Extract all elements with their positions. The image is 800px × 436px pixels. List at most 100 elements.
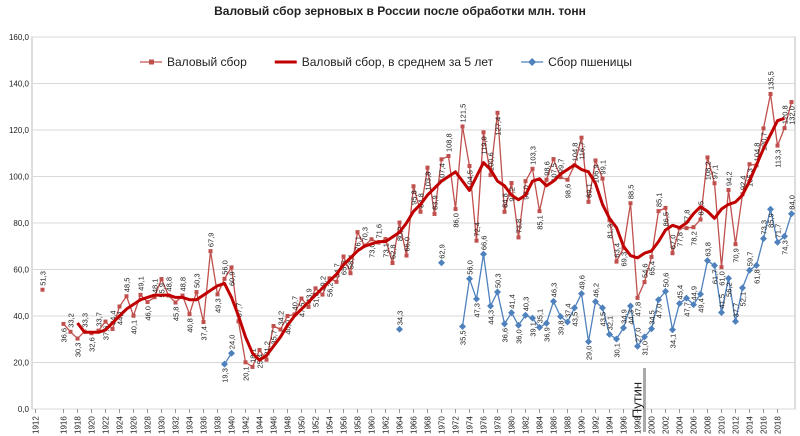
point: [733, 242, 738, 247]
x-tick-label: 1978: [494, 416, 503, 434]
data-label: 108,8: [445, 133, 454, 152]
x-tick-label: 1918: [74, 416, 83, 434]
data-label: 120,7: [760, 132, 769, 151]
point: [383, 237, 388, 242]
point: [670, 251, 675, 256]
data-label: 47,3: [473, 303, 482, 318]
x-tick-label: 1982: [522, 416, 531, 434]
x-tick-label: 2006: [690, 416, 699, 434]
point: [690, 301, 697, 309]
point: [446, 154, 451, 159]
data-label: 73,1: [382, 243, 391, 258]
data-label: 98,6: [564, 184, 573, 199]
point: [704, 257, 711, 265]
point: [543, 319, 550, 327]
data-label: 62,9: [438, 244, 447, 259]
point: [473, 295, 480, 303]
point: [495, 110, 500, 115]
point: [641, 333, 648, 341]
point: [579, 135, 584, 140]
data-label: 76,1: [354, 236, 363, 251]
data-label: 73,3: [760, 220, 769, 235]
point: [620, 324, 627, 332]
data-label: 48,5: [123, 278, 132, 293]
point: [68, 329, 73, 334]
data-label: 43,5: [599, 312, 608, 327]
data-label: 52,1: [739, 292, 748, 307]
x-tick-label: 2002: [662, 416, 671, 434]
x-tick-label: 1954: [326, 416, 335, 434]
point: [578, 290, 585, 298]
point: [586, 199, 591, 204]
point: [516, 235, 521, 240]
data-label: 65,4: [648, 261, 657, 276]
data-label: 47,7: [683, 302, 692, 317]
y-tick-label: 20,0: [13, 359, 29, 368]
x-tick-label: 1966: [410, 416, 419, 434]
data-label: 67,9: [207, 233, 216, 248]
point: [648, 325, 655, 333]
point: [117, 304, 122, 309]
point: [711, 262, 718, 270]
data-label: 43,5: [571, 312, 580, 327]
x-tick-label: 1984: [536, 416, 545, 434]
point: [201, 320, 206, 325]
data-label: 84,0: [788, 195, 797, 210]
point: [788, 210, 795, 218]
data-label: 86,5: [662, 212, 671, 227]
y-tick-label: 160,0: [9, 33, 30, 42]
x-tick-label: 1928: [144, 416, 153, 434]
data-label: 113,3: [774, 150, 783, 168]
point: [187, 312, 192, 317]
point: [663, 205, 668, 210]
point: [453, 207, 458, 212]
x-tick-label: 1980: [508, 416, 517, 434]
data-label: 47,0: [655, 304, 664, 319]
data-label: 40,1: [130, 320, 139, 335]
point: [782, 126, 787, 131]
data-label: 44,3: [487, 310, 496, 325]
data-label: 84,8: [417, 193, 426, 208]
point: [655, 296, 662, 304]
data-label: 106,9: [592, 164, 601, 183]
data-label: 32,6: [88, 337, 97, 352]
point: [152, 295, 157, 300]
y-tick-label: 140,0: [9, 80, 30, 89]
data-label: 86,0: [452, 213, 461, 228]
data-label: 70,9: [732, 248, 741, 263]
point: [194, 290, 199, 295]
chart-title: Валовый сбор зерновых в России после обр…: [214, 4, 586, 18]
data-label: 88,5: [627, 185, 636, 200]
point: [781, 232, 788, 240]
data-label: 29,0: [585, 346, 594, 361]
point: [467, 164, 472, 169]
x-tick-label: 1934: [186, 416, 195, 434]
data-label: 80,2: [396, 227, 405, 242]
point: [502, 209, 507, 214]
data-label: 21,2: [263, 341, 272, 356]
point: [348, 271, 353, 276]
point: [418, 209, 423, 214]
data-label: 104,5: [466, 170, 475, 189]
data-label: 41,4: [508, 294, 517, 309]
point: [131, 313, 136, 318]
data-label: 65,6: [340, 260, 349, 275]
x-tick-label: 1992: [592, 416, 601, 434]
point: [341, 254, 346, 259]
data-label: 46,0: [144, 306, 153, 321]
data-label: 73,8: [515, 219, 524, 234]
series-line: [76, 116, 785, 362]
data-label: 66,6: [480, 236, 489, 251]
point: [523, 179, 528, 184]
data-label: 20,1: [242, 366, 251, 381]
point: [739, 284, 746, 292]
data-label: 89,1: [585, 183, 594, 198]
point: [40, 287, 45, 292]
point: [628, 201, 633, 206]
point: [173, 300, 178, 305]
point: [627, 302, 634, 310]
point: [250, 364, 255, 369]
point: [236, 319, 241, 324]
data-label: 97,1: [711, 165, 720, 180]
x-tick-label: 2004: [676, 416, 685, 434]
